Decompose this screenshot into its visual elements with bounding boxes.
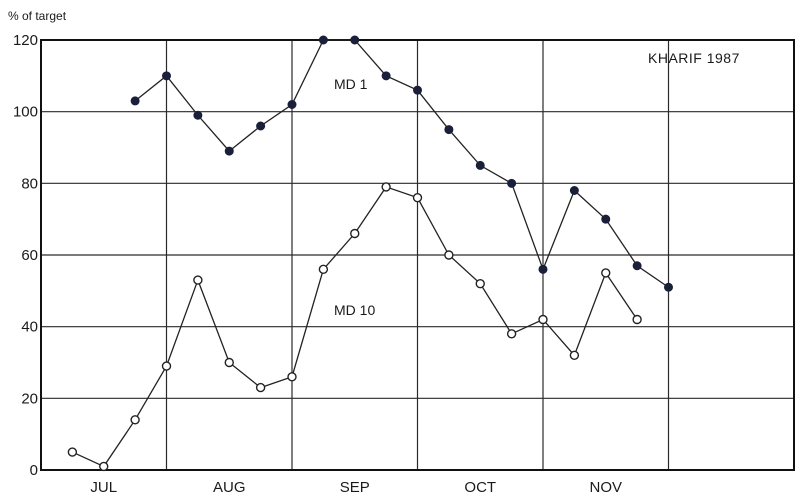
data-point (413, 85, 422, 95)
data-point (318, 35, 328, 45)
data-point (507, 178, 517, 188)
series-label-bg (332, 302, 378, 319)
data-point (664, 282, 673, 292)
series-label: MD 10 (334, 302, 375, 318)
data-point (538, 264, 548, 274)
data-point (444, 250, 454, 260)
gridlines (41, 40, 794, 470)
plot-frame (40, 39, 795, 471)
x-tick-label: SEP (340, 479, 370, 495)
data-point (350, 228, 360, 239)
y-tick-label: 60 (21, 247, 38, 264)
data-point (632, 261, 642, 271)
data-point (538, 314, 548, 325)
x-tick-label: NOV (589, 479, 622, 495)
data-point (569, 186, 579, 195)
y-tick-label: 120 (13, 32, 38, 49)
data-point (506, 329, 517, 339)
y-tick-label: 20 (21, 390, 38, 407)
data-point (601, 214, 611, 224)
y-tick-label: 40 (21, 319, 38, 336)
data-point (99, 461, 109, 472)
series-layer: MD 1 MD 10 (67, 35, 673, 472)
data-point (475, 160, 485, 170)
data-point (224, 357, 234, 368)
data-point (350, 35, 360, 45)
data-point (318, 264, 329, 275)
data-point (67, 447, 78, 457)
data-point (193, 110, 203, 120)
data-point (130, 96, 140, 106)
data-point (569, 350, 580, 361)
data-point (255, 382, 266, 393)
chart-annotation: KHARIF 1987 (648, 50, 740, 66)
series-md-1 (130, 35, 673, 292)
x-tick-label: JUL (90, 479, 117, 495)
y-tick-label: 100 (13, 104, 38, 121)
series-line (134, 39, 669, 288)
data-point (601, 268, 611, 278)
data-point (161, 361, 172, 371)
data-point (287, 100, 297, 109)
data-point (193, 275, 203, 285)
series-label: MD 1 (334, 76, 368, 92)
series-md-10 (67, 182, 642, 472)
data-point (130, 415, 140, 425)
data-point (224, 146, 234, 156)
data-point (162, 71, 171, 81)
x-tick-label: AUG (213, 479, 246, 495)
data-point (287, 372, 297, 382)
data-point (381, 182, 391, 192)
y-axis-title: % of target (8, 9, 67, 23)
data-point (381, 71, 391, 81)
data-point (632, 314, 642, 325)
x-tick-label: OCT (464, 479, 496, 495)
data-point (256, 121, 266, 131)
y-tick-label: 0 (30, 462, 38, 479)
data-point (444, 125, 454, 135)
series-label-bg (332, 76, 378, 93)
data-point (475, 278, 485, 289)
tick-labels: 0 20 40 60 80 100 120 JUL AUG SEP OCT NOV (13, 32, 622, 495)
y-tick-label: 80 (21, 175, 38, 192)
data-point (412, 192, 423, 203)
